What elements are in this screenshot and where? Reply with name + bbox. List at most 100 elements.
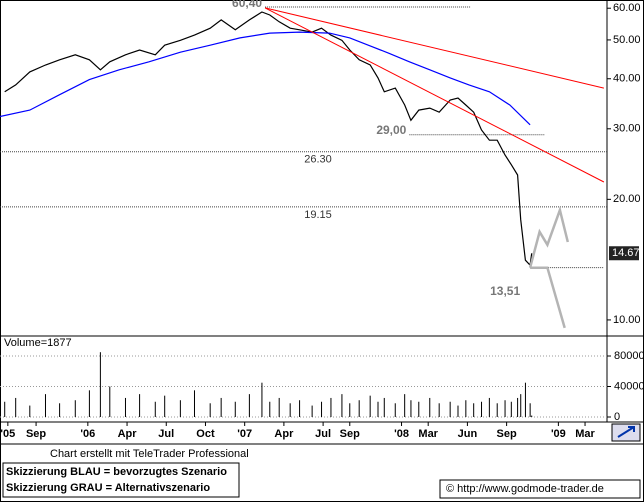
volume-bar (394, 403, 396, 417)
volume-bar (377, 401, 379, 417)
volume-bar (504, 400, 506, 417)
x-tick-label: '06 (80, 428, 95, 440)
credit: Chart erstellt mit TeleTrader Profession… (50, 448, 249, 460)
y-tick-label: 0 (614, 411, 620, 423)
volume-bar (457, 405, 459, 417)
volume-bar (29, 405, 31, 417)
volume-title: Volume=1877 (4, 337, 72, 349)
y-tick-label: 30.00 (613, 123, 641, 135)
volume-bar (179, 400, 181, 417)
x-tick-label: '05 (0, 428, 15, 440)
volume-bar (383, 397, 385, 417)
price-line (4, 11, 533, 267)
volume-bar (510, 401, 512, 417)
price-line (264, 7, 605, 183)
x-tick-label: Mar (418, 428, 438, 440)
x-tick-label: Oct (196, 428, 215, 440)
x-tick-label: Jun (458, 428, 478, 440)
volume-bar (59, 403, 61, 417)
price-line (530, 266, 566, 329)
volume-bar (261, 382, 263, 417)
volume-bar (109, 386, 111, 417)
volume-bar (299, 400, 301, 417)
volume-bar (74, 400, 76, 417)
volume-bar (496, 403, 498, 417)
volume-bar (465, 400, 467, 417)
volume-bar (438, 403, 440, 417)
level-label: 29,00 (376, 123, 406, 137)
level-label: 26.30 (304, 154, 332, 166)
price-line (528, 205, 570, 269)
price-line (0, 31, 531, 126)
x-tick-label: '07 (237, 428, 252, 440)
volume-bar (220, 397, 222, 417)
x-tick-label: Jul (315, 428, 331, 440)
volume-bar (278, 397, 280, 417)
level-label: 19.15 (304, 209, 332, 221)
copyright: © http://www.godmode-trader.de (446, 483, 604, 495)
volume-bar (330, 397, 332, 417)
volume-bar (481, 401, 483, 417)
x-tick-label: Sep (497, 428, 517, 440)
level-label: 60,40 (232, 0, 262, 10)
volume-bar (269, 401, 271, 417)
volume-bar (4, 401, 6, 417)
y-tick-label: 80000 (614, 350, 644, 362)
volume-bar (517, 397, 519, 417)
volume-bar (529, 403, 531, 417)
logo-arrow (617, 426, 635, 438)
volume-bar (311, 405, 313, 417)
volume-bar (473, 403, 475, 417)
volume-bar (209, 403, 211, 417)
x-tick-label: Apr (274, 428, 294, 440)
volume-bar (15, 397, 17, 417)
x-tick-label: Sep (340, 428, 360, 440)
volume-bar (321, 401, 323, 417)
volume-bar (524, 382, 526, 417)
y-tick-label: 50.00 (613, 34, 641, 46)
volume-bar (488, 397, 490, 417)
volume-bar (44, 394, 46, 417)
x-tick-label: Mar (575, 428, 595, 440)
y-tick-label: 40.00 (613, 73, 641, 85)
volume-bar (531, 415, 533, 417)
volume-bar (234, 401, 236, 417)
volume-bar (520, 394, 522, 417)
x-tick-label: Apr (118, 428, 138, 440)
volume-bar (99, 352, 101, 417)
volume-bar (449, 401, 451, 417)
volume-bar (404, 394, 406, 417)
price-line (264, 7, 605, 89)
volume-bar (358, 400, 360, 417)
level-label: 13,51 (490, 284, 520, 298)
volume-bar (410, 400, 412, 417)
last-price-box (609, 246, 639, 261)
volume-bar (154, 401, 156, 417)
x-tick-label: '08 (394, 428, 409, 440)
volume-bar (124, 397, 126, 417)
volume-bar (369, 395, 371, 417)
legend-box (2, 462, 240, 498)
volume-bar (193, 390, 195, 417)
y-tick-label: 20.00 (613, 193, 641, 205)
volume-bar (248, 394, 250, 417)
x-tick-label: '09 (551, 428, 566, 440)
volume-bar (418, 401, 420, 417)
y-tick-label: 60.00 (613, 2, 641, 14)
volume-bar (341, 394, 343, 417)
copyright-box (439, 479, 641, 499)
volume-bar (164, 395, 166, 417)
volume-bar (139, 394, 141, 417)
last-price-label: 14.67 (612, 247, 640, 259)
y-tick-label: 40000 (614, 380, 644, 392)
legend-line: Skizzierung GRAU = Alternativszenario (6, 482, 210, 494)
x-tick-label: Jul (158, 428, 174, 440)
legend-line: Skizzierung BLAU = bevorzugtes Szenario (6, 466, 227, 478)
volume-bar (88, 390, 90, 417)
volume-bar (429, 397, 431, 417)
y-tick-label: 10.00 (613, 314, 641, 326)
x-tick-label: Sep (26, 428, 46, 440)
volume-bar (289, 403, 291, 417)
